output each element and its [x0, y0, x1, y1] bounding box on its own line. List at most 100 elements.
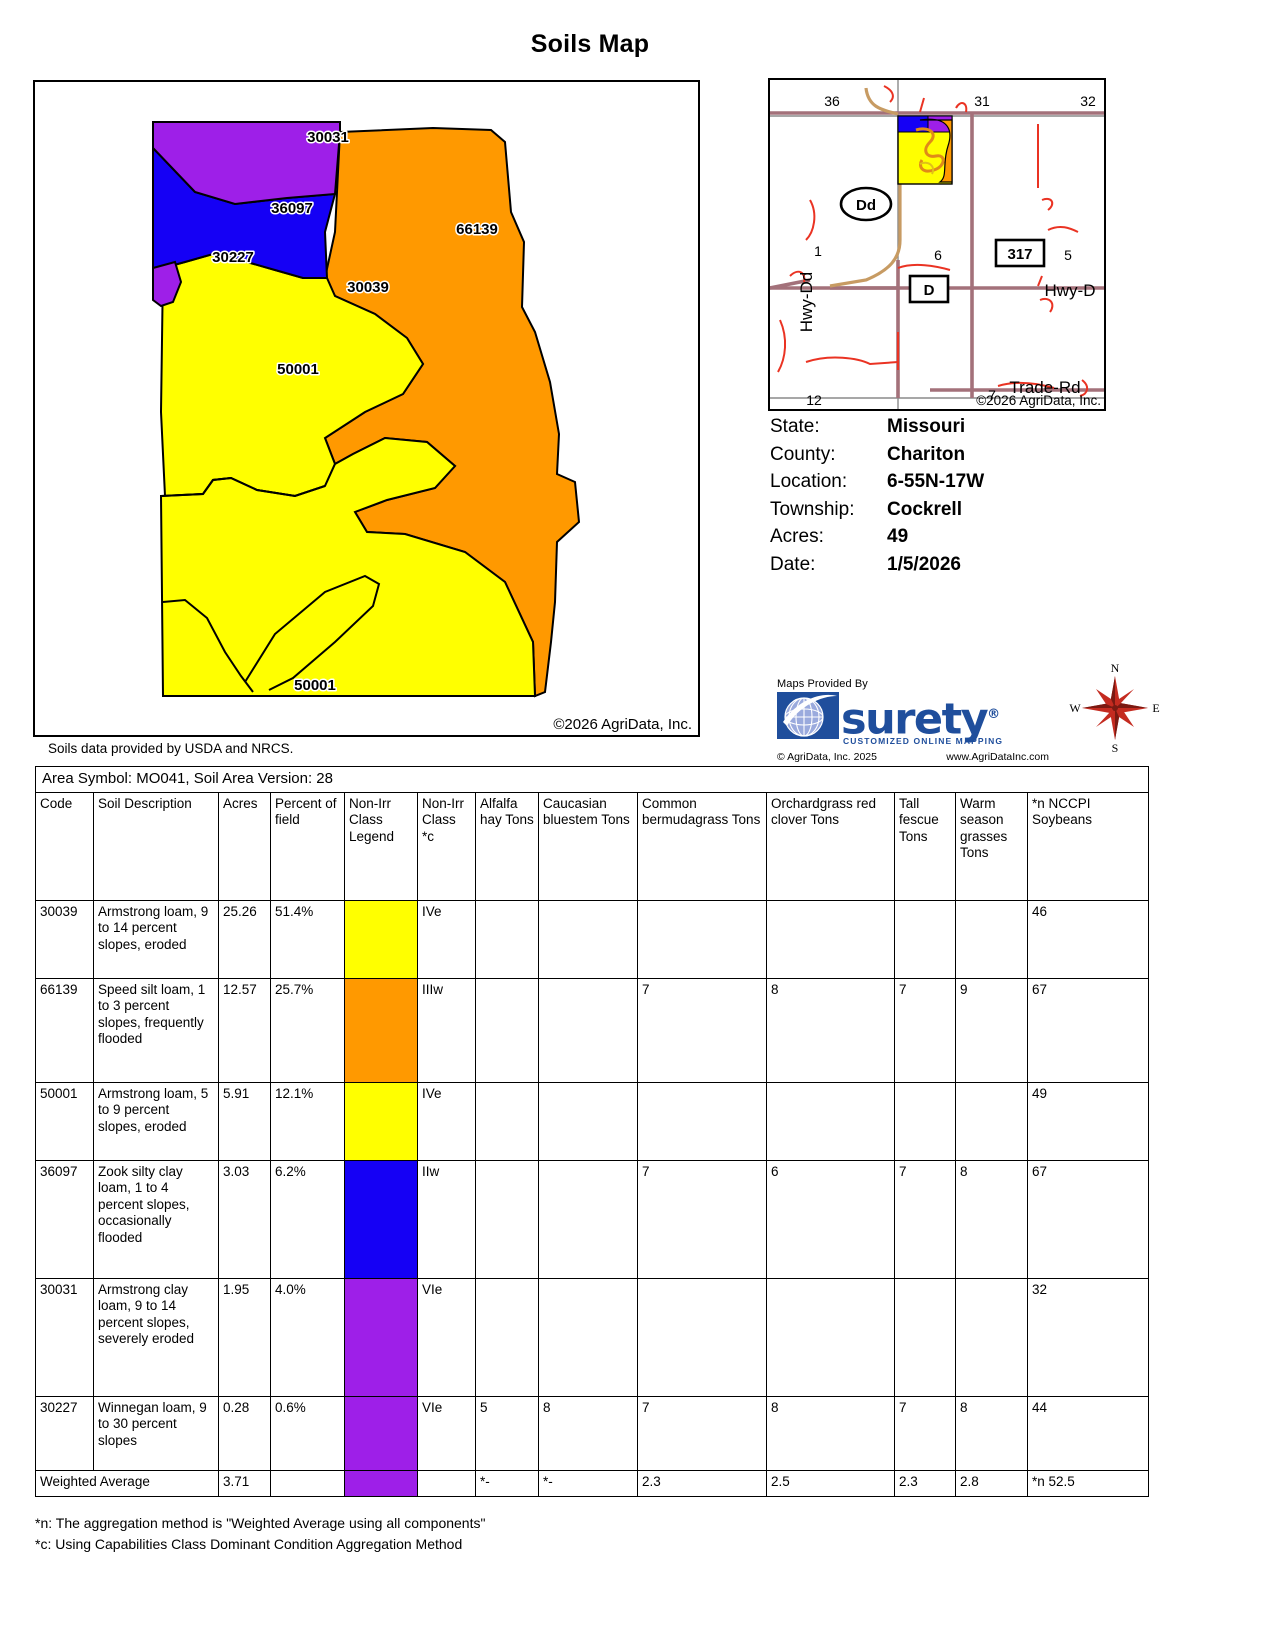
weighted-average-caucasian: *- [538, 1469, 638, 1497]
table-row[interactable]: 30227 Winnegan loam, 9 to 30 percent slo… [35, 1395, 1150, 1471]
cell-caucasian [538, 899, 638, 979]
table-row[interactable]: 36097 Zook silty clay loam, 1 to 4 perce… [35, 1159, 1150, 1279]
subject-tract[interactable] [897, 115, 953, 185]
soils-map-credit: ©2026 AgriData, Inc. [553, 716, 692, 733]
weighted-average-legend-blank [344, 1469, 418, 1497]
surety-branding: Maps Provided By surety® CUSTOMIZED ONLI… [777, 678, 1052, 763]
soils-table-container[interactable]: Area Symbol: MO041, Soil Area Version: 2… [34, 766, 1150, 1497]
cell-acres: 12.57 [218, 977, 271, 1083]
col-header-alfalfa-hay: Alfalfa hay Tons [475, 791, 539, 901]
cell-warm-season [955, 1081, 1028, 1161]
cell-fescue [894, 1277, 956, 1397]
locator-map-graphic[interactable]: Dd D 317 36 31 32 1 6 5 12 7 Hwy-Dd Hwy-… [770, 80, 1104, 409]
cell-orchardgrass [766, 1277, 895, 1397]
soil-boundary-upper-divider [160, 476, 326, 498]
map-label-66139: 66139 [456, 221, 498, 238]
col-header-caucasian-bluestem: Caucasian bluestem Tons [538, 791, 638, 901]
badge-dd[interactable]: Dd [839, 186, 893, 222]
info-value-state: Missouri [887, 416, 966, 437]
badge-317-label: 317 [1007, 246, 1032, 263]
weighted-average-orchardgrass: 2.5 [766, 1469, 895, 1497]
compass-label-north: N [1111, 661, 1120, 675]
cell-acres: 1.95 [218, 1277, 271, 1397]
badge-317[interactable]: 317 [994, 238, 1046, 268]
compass-label-east: E [1152, 701, 1159, 715]
soils-table[interactable]: Area Symbol: MO041, Soil Area Version: 2… [34, 766, 1150, 1497]
cell-legend-swatch [344, 1159, 418, 1279]
col-header-non-irr-class-c: Non-Irr Class *c [417, 791, 476, 901]
weighted-average-warm-season: 2.8 [955, 1469, 1028, 1497]
section-number-1: 1 [814, 243, 822, 259]
footnote-c: *c: Using Capabilities Class Dominant Co… [35, 1536, 463, 1552]
soils-map[interactable]: 30031 36097 66139 30227 30039 50001 5000… [33, 80, 700, 737]
info-row-location: Location: 6-55N-17W [770, 468, 1110, 496]
col-header-tall-fescue: Tall fescue Tons [894, 791, 956, 901]
info-label-township: Township: [770, 498, 855, 520]
table-row[interactable]: 66139 Speed silt loam, 1 to 3 percent sl… [35, 977, 1150, 1083]
cell-description: Armstrong loam, 9 to 14 percent slopes, … [93, 899, 219, 979]
cell-acres: 5.91 [218, 1081, 271, 1161]
cell-fescue: 7 [894, 1395, 956, 1471]
col-header-code: Code [35, 791, 94, 901]
road-label-group: Hwy-Dd Hwy-D Trade-Rd [797, 272, 1096, 397]
cell-percent: 51.4% [270, 899, 345, 979]
cell-orchardgrass [766, 899, 895, 979]
surety-tagline: CUSTOMIZED ONLINE MAPPING [843, 736, 1004, 746]
map-label-30227: 30227 [212, 249, 254, 266]
weighted-average-acres: 3.71 [218, 1469, 271, 1497]
section-number-36: 36 [824, 93, 840, 109]
info-row-state: State: Missouri [770, 413, 1110, 441]
cell-code: 30227 [35, 1395, 94, 1471]
area-symbol-row: Area Symbol: MO041, Soil Area Version: 2… [34, 766, 1150, 793]
cell-fescue: 7 [894, 1159, 956, 1279]
cell-fescue [894, 1081, 956, 1161]
footnote-n: *n: The aggregation method is "Weighted … [35, 1515, 486, 1531]
globe-icon [777, 692, 839, 739]
soil-polygon-30031[interactable] [152, 121, 341, 206]
table-row[interactable]: 50001 Armstrong loam, 5 to 9 percent slo… [35, 1081, 1150, 1161]
cell-acres: 0.28 [218, 1395, 271, 1471]
cell-code: 30039 [35, 899, 94, 979]
weighted-average-label: Weighted Average [35, 1469, 219, 1497]
soil-boundary-lower-left [162, 598, 254, 693]
table-header-row: Code Soil Description Acres Percent of f… [35, 791, 1150, 901]
property-info-block: State: Missouri County: Chariton Locatio… [770, 413, 1110, 578]
footnotes: *n: The aggregation method is "Weighted … [35, 1513, 485, 1555]
weighted-average-bermuda: 2.3 [637, 1469, 767, 1497]
cell-percent: 12.1% [270, 1081, 345, 1161]
agridata-copyright: © AgriData, Inc. 2025 [777, 751, 877, 763]
info-value-date: 1/5/2026 [887, 553, 961, 575]
agridata-website: www.AgriDataInc.com [946, 751, 1049, 763]
road-label-trade-rd: Trade-Rd [1009, 378, 1080, 397]
soil-polygon-30227[interactable] [152, 260, 183, 308]
info-label-county: County: [770, 443, 836, 465]
cell-orchardgrass: 8 [766, 977, 895, 1083]
globe-icon-svg [783, 694, 837, 737]
table-row[interactable]: 30039 Armstrong loam, 9 to 14 percent sl… [35, 899, 1150, 979]
cell-code: 66139 [35, 977, 94, 1083]
cell-bermuda [637, 1081, 767, 1161]
table-row[interactable]: 30031 Armstrong clay loam, 9 to 14 perce… [35, 1277, 1150, 1397]
info-value-acres: 49 [887, 526, 909, 547]
cell-description: Zook silty clay loam, 1 to 4 percent slo… [93, 1159, 219, 1279]
cell-bermuda: 7 [637, 977, 767, 1083]
info-label-acres: Acres: [770, 526, 824, 547]
weighted-average-row: Weighted Average 3.71 *- *- 2.3 2.5 2.3 … [35, 1469, 1150, 1497]
badge-d[interactable]: D [908, 274, 950, 304]
info-label-location: Location: [770, 471, 848, 492]
section-number-32: 32 [1080, 93, 1096, 109]
cell-bermuda: 7 [637, 1159, 767, 1279]
soils-map-graphic[interactable]: 30031 36097 66139 30227 30039 50001 5000… [35, 82, 698, 735]
cell-alfalfa [475, 1159, 539, 1279]
locator-map[interactable]: Dd D 317 36 31 32 1 6 5 12 7 Hwy-Dd Hwy-… [768, 78, 1106, 411]
surety-footer: © AgriData, Inc. 2025 www.AgriDataInc.co… [777, 751, 1049, 763]
weighted-average-percent-blank [270, 1469, 345, 1497]
registered-trademark-icon: ® [987, 706, 1000, 722]
cell-warm-season: 8 [955, 1159, 1028, 1279]
cell-bermuda: 7 [637, 1395, 767, 1471]
map-label-30039: 30039 [347, 279, 389, 296]
section-number-6: 6 [934, 247, 942, 263]
surety-logo[interactable]: surety® [777, 692, 1052, 741]
soil-boundary-inner-lens [244, 574, 381, 691]
road-label-hwy-dd: Hwy-Dd [797, 272, 816, 332]
